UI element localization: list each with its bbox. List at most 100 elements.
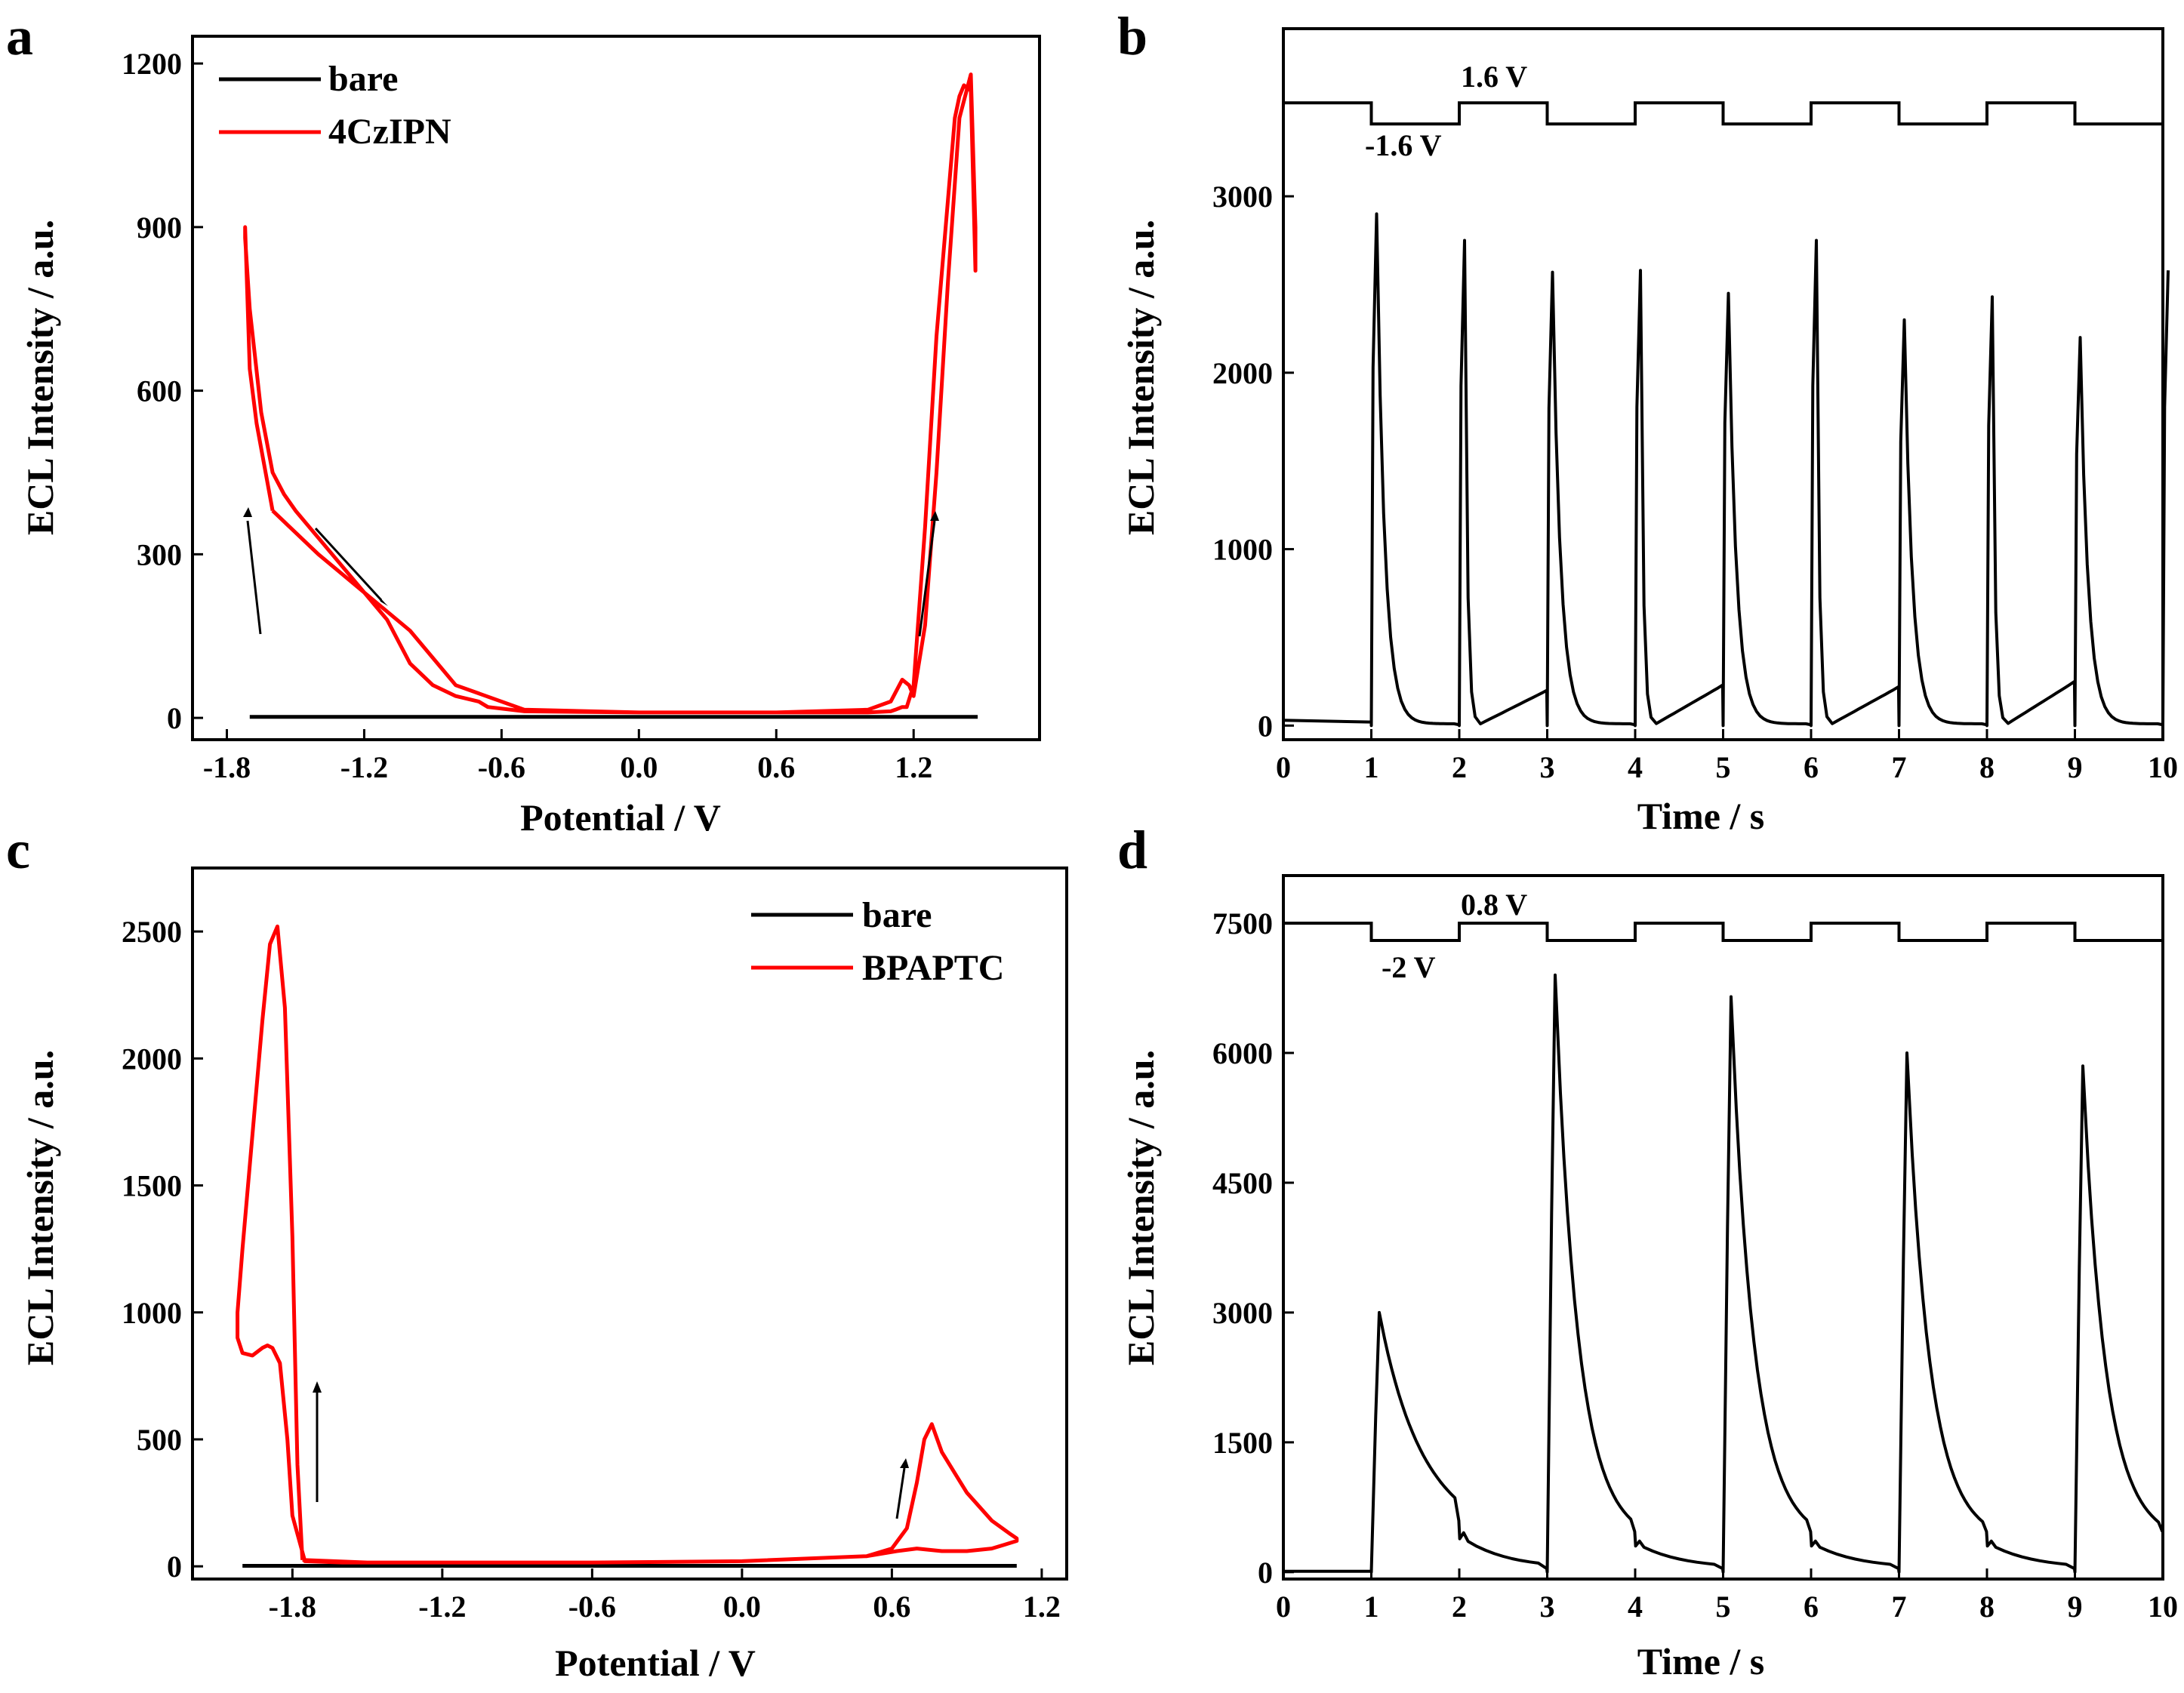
panel-a-ylabel: ECL Intensity / a.u. <box>19 220 61 535</box>
panel-c-frame <box>191 867 1068 1581</box>
panel-b: b ECL Intensity / a.u. Time / s 0 1 2 3 4 5 6 7… <box>1117 6 2178 837</box>
panel-letter-b: b <box>1117 6 1147 66</box>
x-tick-label-1: 1 <box>1364 750 1379 784</box>
legend-label-4czipn: 4CzIPN <box>328 112 451 152</box>
x-tick-label-9: 9 <box>2068 750 2083 784</box>
panel-d-frame <box>1282 874 2164 1581</box>
panel-letter-d: d <box>1117 820 1147 880</box>
ecl-trace-d <box>1283 973 2164 1574</box>
series-4czipn <box>243 72 978 715</box>
panel-d-ylabel: ECL Intensity / a.u. <box>1120 1050 1162 1365</box>
x-tick-label-7: 7 <box>1892 750 1907 784</box>
pulse-train-b <box>1283 101 2163 126</box>
y-tick-label-1: 1500 <box>1212 1426 1273 1460</box>
pulse-train-d <box>1283 922 2163 942</box>
panel-c-ylabel: ECL Intensity / a.u. <box>19 1050 61 1365</box>
y-tick-label-3: 3000 <box>1212 180 1273 214</box>
y-tick-label-2: 1000 <box>122 1296 182 1330</box>
x-tick-label-1: -1.2 <box>418 1590 466 1624</box>
y-tick-label-0: 0 <box>167 1550 182 1584</box>
x-tick-label-0: -1.8 <box>269 1590 316 1624</box>
x-tick-label-4: 0.6 <box>757 750 795 784</box>
x-tick-label-4: 4 <box>1628 1590 1643 1624</box>
panel-a-frame <box>191 35 1041 741</box>
x-tick-label-3: 3 <box>1540 1590 1555 1624</box>
x-tick-label-2: -0.6 <box>478 750 525 784</box>
panel-b-xlabel: Time / s <box>1637 795 1765 837</box>
panel-b-ylabel: ECL Intensity / a.u. <box>1120 220 1162 535</box>
x-tick-label-10: 10 <box>2148 750 2178 784</box>
panel-c: c ECL Intensity / a.u. Potential / V -1.… <box>6 820 1068 1684</box>
y-tick-label-3: 900 <box>137 211 182 245</box>
pulse-low-label-d: -2 V <box>1382 950 1436 984</box>
x-tick-label-6: 6 <box>1804 750 1819 784</box>
x-tick-label-6: 6 <box>1804 1590 1819 1624</box>
x-tick-label-0: -1.8 <box>203 750 251 784</box>
x-tick-label-1: -1.2 <box>340 750 388 784</box>
panel-c-xlabel: Potential / V <box>555 1642 756 1684</box>
pulse-high-label-d: 0.8 V <box>1461 888 1527 922</box>
legend-label-bare-c: bare <box>862 895 932 935</box>
series-bpaptc <box>236 924 1019 1565</box>
legend-label-bare: bare <box>328 59 398 99</box>
panel-b-plot: 0 1 2 3 4 5 6 7 8 9 10 0 1000 2000 3000 <box>1212 101 2178 784</box>
y-tick-label-0: 0 <box>1258 1556 1273 1590</box>
panel-a-arrows <box>243 507 939 637</box>
x-tick-label-7: 7 <box>1892 1590 1907 1624</box>
y-tick-label-5: 7500 <box>1212 907 1273 940</box>
y-tick-label-0: 0 <box>167 701 182 735</box>
x-tick-label-2: 2 <box>1452 750 1467 784</box>
ecl-trace-b <box>1283 212 2170 728</box>
panel-a-plot: -1.8 -1.2 -0.6 0.0 0.6 1.2 0 300 600 900 1200 <box>122 47 978 784</box>
scan-arrow-c2 <box>895 1467 906 1519</box>
y-tick-label-5: 2500 <box>122 915 182 949</box>
x-tick-label-8: 8 <box>1979 1590 1995 1624</box>
legend-label-bpaptc: BPAPTC <box>862 948 1004 988</box>
y-tick-label-4: 1200 <box>122 47 182 81</box>
y-tick-label-4: 6000 <box>1212 1036 1273 1070</box>
x-tick-label-4: 0.6 <box>873 1590 910 1624</box>
pulse-low-label-b: -1.6 V <box>1365 128 1442 162</box>
scan-arrow-1 <box>246 520 262 635</box>
x-tick-label-1: 1 <box>1364 1590 1379 1624</box>
panel-b-frame <box>1282 27 2164 741</box>
y-tick-label-1: 1000 <box>1212 533 1273 567</box>
scan-arrow-c2-head <box>900 1458 909 1468</box>
x-tick-label-2: 2 <box>1452 1590 1467 1624</box>
y-tick-label-1: 500 <box>137 1423 182 1457</box>
scan-arrow-3 <box>918 520 936 637</box>
scan-arrow-c1-head <box>313 1381 322 1393</box>
panel-letter-c: c <box>6 820 30 880</box>
panel-d: d ECL Intensity / a.u. Time / s 0 1 2 3 4 5 6 7… <box>1117 820 2178 1682</box>
x-tick-label-3: 0.0 <box>620 750 658 784</box>
x-tick-label-5: 5 <box>1716 750 1731 784</box>
x-tick-label-8: 8 <box>1979 750 1995 784</box>
y-tick-label-0: 0 <box>1258 709 1273 743</box>
panel-d-plot: 0 1 2 3 4 5 6 7 8 9 10 0 1500 3000 4500 6000 7500 <box>1212 907 2178 1624</box>
y-tick-label-2: 3000 <box>1212 1296 1273 1330</box>
x-tick-label-5: 1.2 <box>895 750 932 784</box>
x-tick-label-3: 0.0 <box>723 1590 761 1624</box>
y-tick-label-3: 1500 <box>122 1169 182 1203</box>
panel-a: a ECL Intensity / a.u. Potential / V -1.… <box>6 6 1041 839</box>
panel-a-xlabel: Potential / V <box>520 796 721 839</box>
y-tick-label-2: 2000 <box>1212 356 1273 390</box>
x-tick-label-5: 5 <box>1716 1590 1731 1624</box>
pulse-high-label-b: 1.6 V <box>1461 60 1527 94</box>
panel-d-xlabel: Time / s <box>1637 1640 1765 1682</box>
panel-a-legend: bare 4CzIPN <box>219 59 451 152</box>
scan-arrow-2 <box>314 527 383 602</box>
panel-letter-a: a <box>6 6 33 66</box>
x-tick-label-0: 0 <box>1276 750 1291 784</box>
x-tick-label-9: 9 <box>2068 1590 2083 1624</box>
y-tick-label-4: 2000 <box>122 1042 182 1076</box>
y-tick-label-2: 600 <box>137 374 182 408</box>
panel-c-legend: bare BPAPTC <box>751 895 1004 988</box>
scan-arrow-1-head <box>243 507 252 517</box>
scan-arrow-3-head <box>930 511 939 521</box>
panel-c-plot: -1.8 -1.2 -0.6 0.0 0.6 1.2 0 500 1000 1500 2000 250… <box>122 915 1061 1624</box>
x-tick-label-4: 4 <box>1628 750 1643 784</box>
y-tick-label-1: 300 <box>137 537 182 571</box>
x-tick-label-0: 0 <box>1276 1590 1291 1624</box>
